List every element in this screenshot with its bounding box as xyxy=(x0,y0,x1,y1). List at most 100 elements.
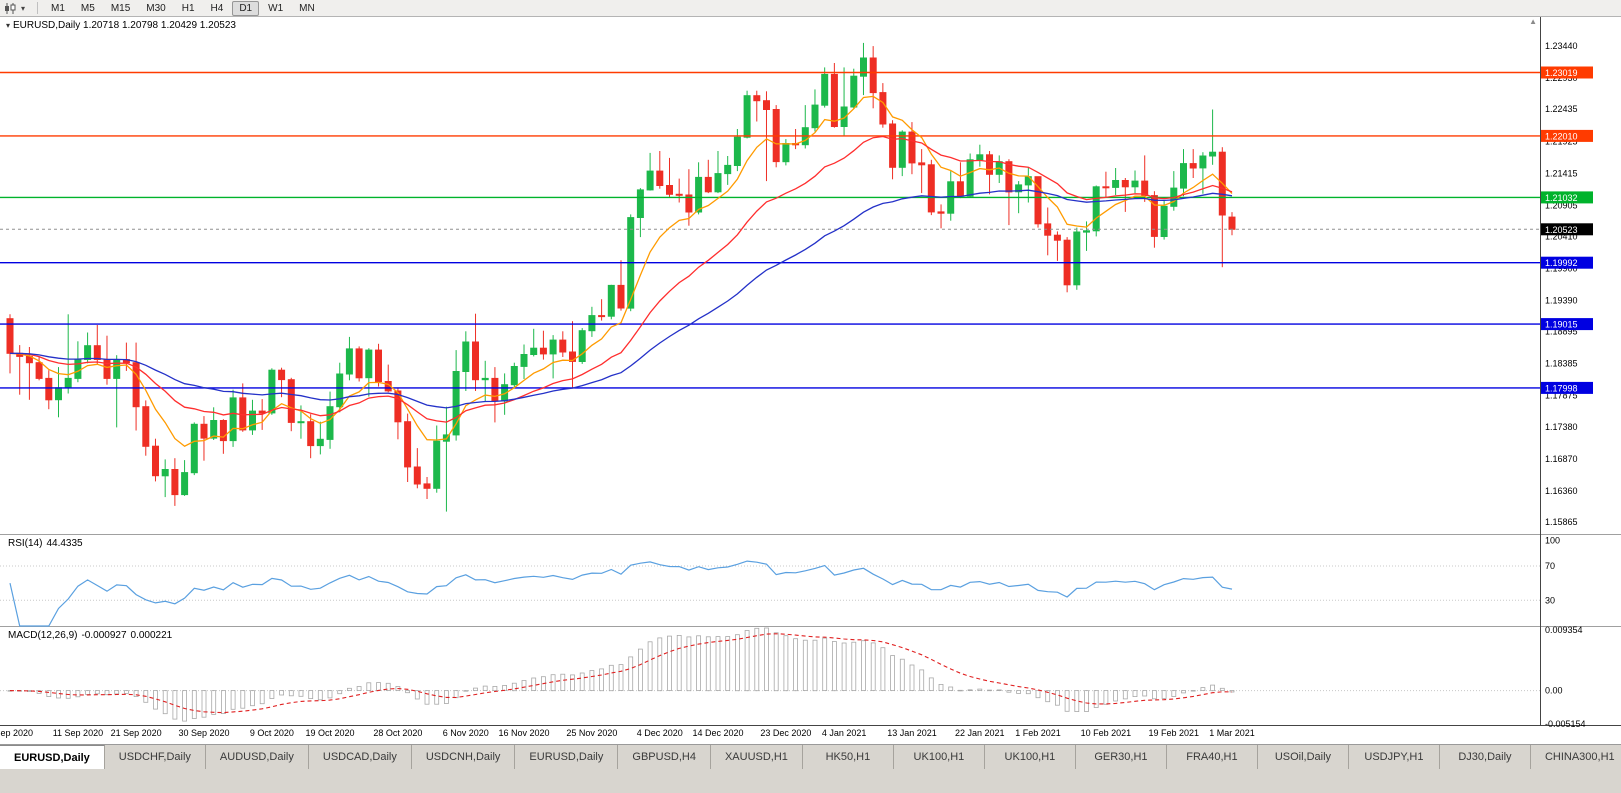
svg-text:25 Nov 2020: 25 Nov 2020 xyxy=(566,728,617,738)
tab-ger30-h1[interactable]: GER30,H1 xyxy=(1075,745,1167,769)
tab-uk100-h1[interactable]: UK100,H1 xyxy=(893,745,985,769)
timeframe-button-m15[interactable]: M15 xyxy=(110,2,131,14)
chart-shift-marker: ▲ xyxy=(1529,17,1537,26)
macd-signal-line xyxy=(9,633,1233,714)
tab-dj30-daily[interactable]: DJ30,Daily xyxy=(1439,745,1531,769)
candles-layer xyxy=(6,42,1236,512)
svg-text:1.22010: 1.22010 xyxy=(1545,131,1578,141)
svg-text:11 Sep 2020: 11 Sep 2020 xyxy=(53,728,103,738)
axis-layer: 1.234401.229301.224351.219251.214151.209… xyxy=(0,41,1593,738)
svg-text:2 Sep 2020: 2 Sep 2020 xyxy=(0,728,33,738)
tab-fra40-h1[interactable]: FRA40,H1 xyxy=(1166,745,1258,769)
svg-text:14 Dec 2020: 14 Dec 2020 xyxy=(692,728,743,738)
ma-mid xyxy=(9,135,1233,423)
svg-text:-0.005154: -0.005154 xyxy=(1545,719,1586,729)
svg-text:1.18895: 1.18895 xyxy=(1545,327,1578,337)
svg-text:70: 70 xyxy=(1545,561,1555,571)
chart-canvas[interactable]: 100 70 30 0.009354 0.00 -0.0051541.234401.229… xyxy=(0,17,1621,744)
moving-averages-layer xyxy=(9,95,1233,447)
svg-text:4 Dec 2020: 4 Dec 2020 xyxy=(637,728,683,738)
timeframe-buttons: M1 M5 M15 M30 H1 H4 D1 W1 MN xyxy=(44,0,322,16)
hlines-layer xyxy=(0,71,1540,389)
tab-usdcnh-daily[interactable]: USDCNH,Daily xyxy=(411,745,516,769)
chart-title: ▾ EURUSD,Daily 1.20718 1.20798 1.20429 1.… xyxy=(6,20,240,31)
ma-fast xyxy=(9,95,1233,447)
svg-text:0.00: 0.00 xyxy=(1545,686,1563,696)
svg-text:0.009354: 0.009354 xyxy=(1545,625,1583,635)
tab-bar: EURUSD,Daily USDCHF,Daily AUDUSD,Daily USDC… xyxy=(0,744,1621,769)
tab-gbpusd-h4[interactable]: GBPUSD,H4 xyxy=(618,745,711,769)
timeframe-button-m30[interactable]: M30 xyxy=(146,2,166,14)
svg-text:13 Jan 2021: 13 Jan 2021 xyxy=(887,728,937,738)
svg-text:1.23440: 1.23440 xyxy=(1545,41,1578,51)
timeframe-button-mn[interactable]: MN xyxy=(299,2,315,14)
macd-label: MACD(12,26,9) -0.000927 0.000221 xyxy=(8,630,176,641)
svg-text:1.23019: 1.23019 xyxy=(1545,68,1578,78)
chart-title-text: EURUSD,Daily 1.20718 1.20798 1.20429 1.2… xyxy=(13,20,236,31)
tab-eurusd-daily[interactable]: EURUSD,Daily xyxy=(515,745,619,769)
svg-text:19 Oct 2020: 19 Oct 2020 xyxy=(305,728,354,738)
macd-signal-value: 0.000221 xyxy=(130,630,173,641)
svg-text:4 Jan 2021: 4 Jan 2021 xyxy=(822,728,867,738)
svg-text:28 Oct 2020: 28 Oct 2020 xyxy=(373,728,422,738)
tab-xauusd-h1[interactable]: XAUUSD,H1 xyxy=(710,745,803,769)
tab-uk100-h1[interactable]: UK100,H1 xyxy=(984,745,1076,769)
timeframe-button-h4[interactable]: H4 xyxy=(210,2,224,14)
svg-text:1 Feb 2021: 1 Feb 2021 xyxy=(1015,728,1061,738)
svg-text:1.16870: 1.16870 xyxy=(1545,454,1578,464)
rsi-pane: 100 70 30 xyxy=(0,535,1560,627)
macd-pane: 0.009354 0.00 -0.005154 xyxy=(0,625,1586,729)
svg-text:1.19015: 1.19015 xyxy=(1545,320,1578,330)
tab-china300-h1[interactable]: CHINA300,H1 xyxy=(1530,745,1621,769)
toolbar-divider xyxy=(37,2,39,14)
grid-layer xyxy=(0,17,1621,726)
rsi-line xyxy=(9,560,1233,627)
timeframe-button-h1[interactable]: H1 xyxy=(181,2,195,14)
svg-text:1.20523: 1.20523 xyxy=(1545,225,1578,235)
svg-text:1.15865: 1.15865 xyxy=(1545,517,1578,527)
macd-name: MACD(12,26,9) xyxy=(8,630,78,641)
svg-text:1.20410: 1.20410 xyxy=(1545,231,1578,241)
timeframe-button-m5[interactable]: M5 xyxy=(80,2,95,14)
svg-text:21 Sep 2020: 21 Sep 2020 xyxy=(111,728,162,738)
tab-audusd-daily[interactable]: AUDUSD,Daily xyxy=(205,745,309,769)
top-toolbar: ▾ M1 M5 M15 M30 H1 H4 D1 W1 MN xyxy=(0,0,1621,17)
chart-window: 100 70 30 0.009354 0.00 -0.0051541.234401.229… xyxy=(0,17,1621,744)
ma-slow xyxy=(9,189,1233,409)
tab-usdchf-daily[interactable]: USDCHF,Daily xyxy=(104,745,206,769)
svg-text:16 Nov 2020: 16 Nov 2020 xyxy=(498,728,549,738)
svg-text:22 Jan 2021: 22 Jan 2021 xyxy=(955,728,1005,738)
status-bar xyxy=(0,769,1621,793)
candlestick-chart-icon[interactable] xyxy=(4,2,17,14)
svg-text:100: 100 xyxy=(1545,535,1560,545)
timeframe-button-m1[interactable]: M1 xyxy=(51,2,65,14)
svg-text:1.21415: 1.21415 xyxy=(1545,168,1578,178)
timeframe-button-d1[interactable]: D1 xyxy=(232,0,260,16)
chart-type-group: ▾ xyxy=(4,2,27,14)
chart-dropdown-icon[interactable]: ▾ xyxy=(6,21,11,30)
rsi-value: 44.4335 xyxy=(46,538,83,549)
svg-text:1.17998: 1.17998 xyxy=(1545,383,1578,393)
svg-text:19 Feb 2021: 19 Feb 2021 xyxy=(1149,728,1200,738)
svg-text:9 Oct 2020: 9 Oct 2020 xyxy=(250,728,294,738)
svg-text:1.18385: 1.18385 xyxy=(1545,359,1578,369)
svg-text:1.17380: 1.17380 xyxy=(1545,422,1578,432)
svg-text:1.16360: 1.16360 xyxy=(1545,486,1578,496)
svg-text:1.19390: 1.19390 xyxy=(1545,296,1578,306)
rsi-name: RSI(14) xyxy=(8,538,43,549)
tab-usdcad-daily[interactable]: USDCAD,Daily xyxy=(308,745,412,769)
svg-text:1.21032: 1.21032 xyxy=(1545,193,1578,203)
svg-text:1.17875: 1.17875 xyxy=(1545,391,1578,401)
svg-text:30: 30 xyxy=(1545,595,1555,605)
tab-hk50-h1[interactable]: HK50,H1 xyxy=(802,745,894,769)
tab-usoil-daily[interactable]: USOil,Daily xyxy=(1257,745,1349,769)
svg-text:30 Sep 2020: 30 Sep 2020 xyxy=(178,728,229,738)
rsi-label: RSI(14) 44.4335 xyxy=(8,538,87,549)
tab-usdjpy-h1[interactable]: USDJPY,H1 xyxy=(1348,745,1440,769)
tab-eurusd-daily[interactable]: EURUSD,Daily xyxy=(0,745,105,769)
chart-type-dropdown-icon[interactable]: ▾ xyxy=(21,3,26,13)
macd-main-value: -0.000927 xyxy=(81,630,127,641)
svg-text:6 Nov 2020: 6 Nov 2020 xyxy=(443,728,489,738)
svg-text:1 Mar 2021: 1 Mar 2021 xyxy=(1209,728,1255,738)
timeframe-button-w1[interactable]: W1 xyxy=(268,2,284,14)
